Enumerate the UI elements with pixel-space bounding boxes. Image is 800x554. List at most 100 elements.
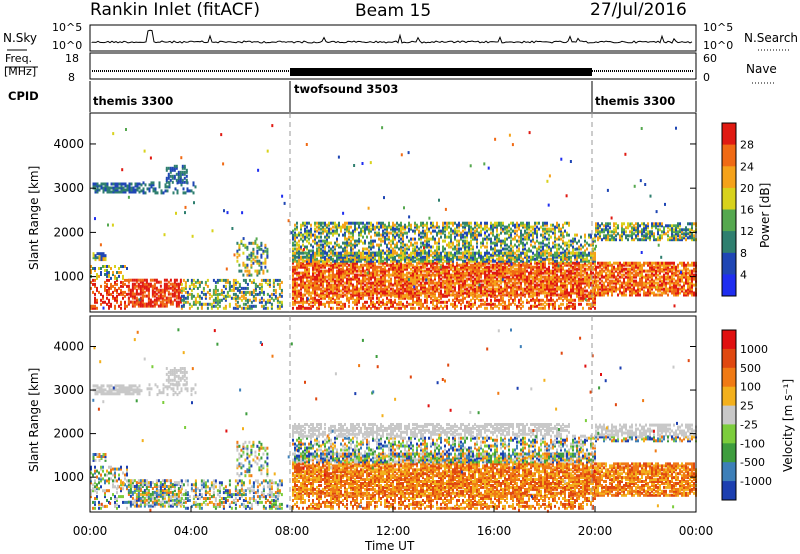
noise-right-label: N.Search — [744, 31, 798, 45]
cell-67 — [126, 186, 129, 190]
cell-2238 — [568, 243, 570, 247]
cell-3084 — [380, 257, 382, 261]
cell-1538 — [546, 229, 548, 233]
cell-684 — [192, 294, 195, 298]
cell-3048 — [376, 269, 378, 273]
cell-2463 — [312, 287, 314, 291]
cell-326 — [114, 288, 116, 292]
cell-4114 — [498, 259, 500, 263]
cell-3288 — [404, 277, 406, 281]
cell-4124 — [500, 279, 502, 283]
cell-4442 — [536, 273, 538, 277]
cell-2507 — [316, 279, 318, 283]
cell-3658 — [446, 265, 448, 269]
cell-1993 — [466, 249, 468, 253]
cell-2284 — [592, 239, 594, 243]
cell-777 — [222, 294, 225, 298]
cell-3373 — [414, 287, 416, 291]
cell-1359 — [448, 231, 450, 235]
cell-4439 — [536, 281, 538, 285]
cell-3988 — [484, 267, 486, 271]
cell-4752 — [570, 255, 572, 259]
cell-1543 — [548, 227, 550, 231]
cell-2716 — [340, 283, 342, 287]
cell-4106 — [498, 275, 500, 279]
cell-1364 — [450, 221, 452, 225]
cell-1513 — [532, 231, 534, 235]
cell-2721 — [340, 273, 342, 277]
cell-1064 — [262, 249, 265, 253]
cell-3535 — [432, 271, 434, 275]
cell-2521 — [318, 287, 320, 291]
cell-903 — [258, 282, 261, 286]
cell-1716 — [348, 235, 350, 239]
cell-2273 — [588, 243, 590, 247]
cell-4002 — [486, 279, 488, 283]
cell-4482 — [540, 267, 542, 271]
cell-1006 — [246, 255, 249, 259]
cell-4529 — [546, 281, 548, 285]
cell-3959 — [480, 255, 482, 259]
cell-4031 — [488, 255, 490, 259]
cell-1179 — [348, 225, 350, 229]
cell-989 — [240, 241, 243, 245]
cell-4910 — [590, 283, 592, 287]
cell-179 — [177, 174, 180, 178]
cell-3111 — [384, 283, 386, 287]
cell-4362 — [526, 263, 528, 267]
cell-803 — [230, 296, 233, 300]
cell-2601 — [326, 261, 328, 265]
cell-942 — [272, 298, 275, 302]
cell-1224 — [372, 223, 374, 227]
cell-27 — [106, 186, 109, 190]
cell-1815 — [392, 237, 394, 241]
cell-4320 — [522, 289, 524, 293]
cell-4379 — [528, 273, 530, 277]
cell-4267 — [516, 291, 518, 295]
cell-1835 — [400, 245, 402, 249]
cell-1453 — [498, 221, 500, 225]
cell-4081 — [494, 263, 496, 267]
cell-4402 — [530, 255, 532, 259]
cell-1897 — [426, 237, 428, 241]
cell-992 — [242, 263, 245, 267]
cell-1758 — [370, 243, 372, 247]
cell-4856 — [582, 259, 584, 263]
cell-2108 — [514, 243, 516, 247]
cell-627 — [177, 288, 180, 292]
cell-2455 — [310, 263, 312, 267]
cell-2784 — [348, 291, 350, 295]
cell-4718 — [566, 253, 568, 257]
cell-1361 — [448, 221, 450, 225]
cell-3871 — [472, 291, 474, 295]
cell-2083 — [504, 247, 506, 251]
cell-4675 — [562, 273, 564, 277]
cell-2974 — [368, 263, 370, 267]
cell-4748 — [570, 263, 572, 267]
cell-3672 — [448, 279, 450, 283]
cell-1951 — [450, 235, 452, 239]
cell-1358 — [446, 221, 448, 225]
cell-2244 — [572, 249, 574, 253]
cell-1042 — [256, 249, 259, 253]
cell-3019 — [374, 289, 376, 293]
cell-4958 — [594, 255, 596, 259]
cell-1432 — [486, 221, 488, 225]
cell-1683 — [332, 233, 334, 237]
cell-2712 — [338, 253, 340, 257]
cell-3969 — [482, 269, 484, 273]
cell-3750 — [458, 291, 460, 295]
cell-4283 — [518, 293, 520, 297]
cell-1773 — [378, 251, 380, 255]
cell-920 — [264, 302, 267, 306]
cell-1638 — [314, 233, 316, 237]
cell-2696 — [338, 287, 340, 291]
cell-462 — [141, 282, 144, 286]
cell-4520 — [544, 259, 546, 263]
cell-4525 — [546, 291, 548, 295]
cell-986 — [238, 245, 241, 249]
cell-116 — [158, 183, 161, 187]
cell-2485 — [314, 285, 316, 289]
cell-1422 — [480, 223, 482, 227]
cell-3537 — [432, 265, 434, 269]
